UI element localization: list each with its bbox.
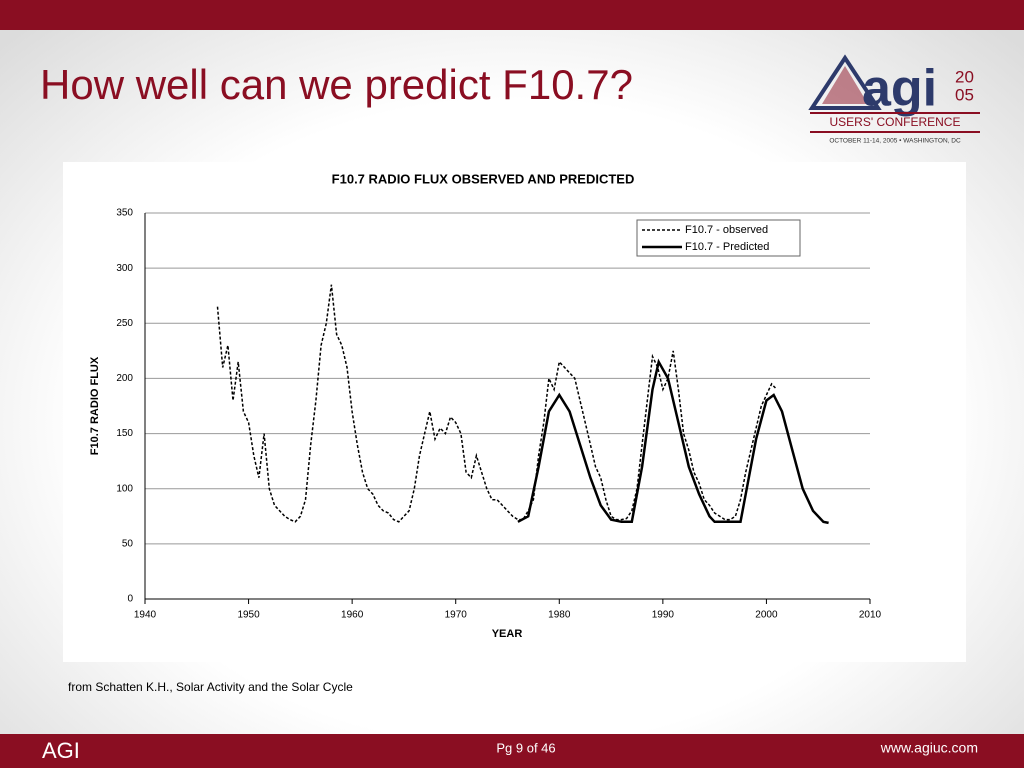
y-tick-label: 0: [127, 594, 133, 605]
legend-label: F10.7 - observed: [685, 224, 768, 236]
footer-url: www.agiuc.com: [880, 740, 978, 756]
legend-box: [636, 219, 801, 257]
logo-name: agi: [862, 60, 937, 118]
page-number: Pg 9 of 46: [496, 740, 555, 755]
y-tick-label: 50: [122, 538, 134, 549]
x-tick-label: 1990: [652, 610, 675, 621]
x-tick-label: 1940: [134, 610, 157, 621]
footer-bar: [0, 734, 1024, 768]
x-tick-label: 2000: [755, 610, 778, 621]
y-tick-label: 100: [116, 483, 133, 494]
y-axis-label: F10.7 RADIO FLUX: [89, 356, 101, 455]
x-tick-label: 1970: [445, 610, 468, 621]
chart-title: F10.7 RADIO FLUX OBSERVED AND PREDICTED: [332, 171, 635, 186]
logo-year: 20: [955, 67, 974, 86]
y-tick-label: 200: [116, 373, 133, 384]
logo-fill: [822, 66, 868, 104]
x-axis-label: YEAR: [492, 628, 523, 640]
logo-subtitle: USERS' CONFERENCE: [830, 115, 961, 129]
x-tick-label: 1980: [548, 610, 571, 621]
x-tick-label: 1960: [341, 610, 364, 621]
y-tick-label: 150: [116, 428, 133, 439]
footer-brand: AGI: [42, 738, 80, 763]
y-tick-label: 250: [116, 318, 133, 329]
logo: agi 20 05 USERS' CONFERENCE OCTOBER 11-1…: [808, 54, 980, 145]
logo-triangle: [808, 54, 882, 110]
logo-date: OCTOBER 11-14, 2005 • WASHINGTON, DC: [829, 138, 961, 145]
source-note: from Schatten K.H., Solar Activity and t…: [68, 680, 353, 694]
data-line: [517, 358, 829, 525]
chart-panel: [63, 162, 966, 662]
y-tick-label: 300: [116, 263, 133, 274]
x-tick-label: 1950: [237, 610, 260, 621]
logo-year: 05: [955, 85, 974, 104]
x-tick-label: 2010: [859, 610, 882, 621]
slide-title: How well can we predict F10.7?: [40, 61, 633, 108]
data-line: [216, 284, 778, 523]
legend-label: F10.7 - Predicted: [685, 241, 769, 253]
y-tick-label: 350: [116, 208, 133, 219]
top-bar: [0, 0, 1024, 30]
chart: F10.7 RADIO FLUX OBSERVED AND PREDICTED Y…: [89, 171, 882, 639]
